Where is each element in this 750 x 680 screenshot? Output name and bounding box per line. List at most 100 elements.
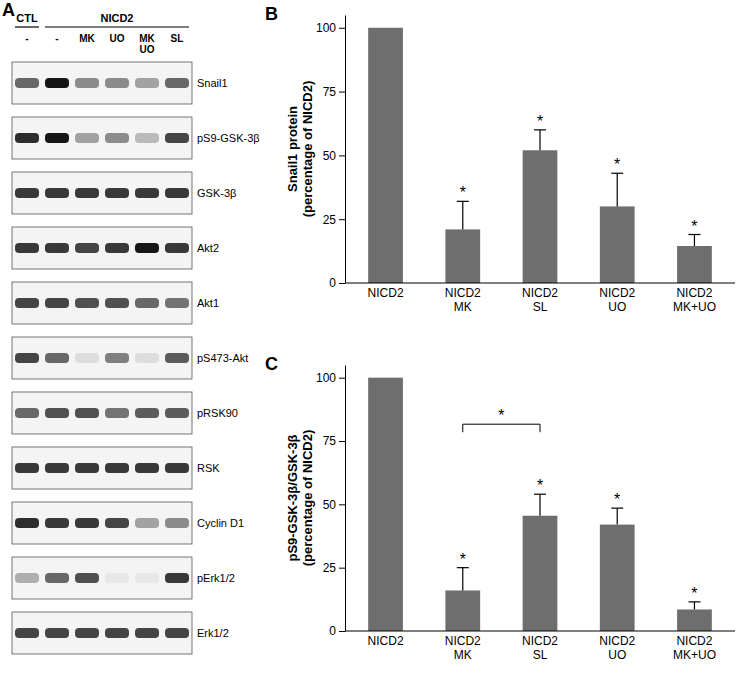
panel-label: B: [265, 4, 278, 24]
error-bar: [694, 602, 695, 610]
band: [75, 518, 99, 528]
group-label: CTL: [16, 12, 38, 24]
band: [135, 573, 159, 583]
tick-label: NICD2SL: [522, 286, 558, 314]
band: [165, 243, 189, 253]
bar: [600, 206, 635, 283]
tick-mark: [339, 155, 345, 156]
tick-label: 75: [323, 434, 337, 448]
error-bar: [617, 173, 618, 206]
significance: *: [537, 477, 543, 494]
band: [165, 408, 189, 418]
blot-frame: [12, 117, 192, 159]
blot-frame: [12, 172, 192, 214]
significance: *: [537, 113, 543, 130]
tick: 75: [323, 85, 345, 99]
band: [105, 518, 129, 528]
tick: 75: [323, 434, 345, 448]
band: [105, 188, 129, 198]
tick-label: 75: [323, 85, 337, 99]
band: [45, 573, 69, 583]
tick-mark: [339, 219, 345, 220]
tick-mark: [339, 92, 345, 93]
band: [165, 298, 189, 308]
band: [75, 573, 99, 583]
figure: ACTLNICD2--MKUOMKUOSLSnail1pS9-GSK-3βGSK…: [0, 0, 750, 680]
row-label: pS473-Akt: [197, 352, 248, 364]
band: [105, 353, 129, 363]
band: [45, 243, 69, 253]
band: [15, 573, 39, 583]
tick-label: NICD2SL: [522, 634, 558, 662]
bar-chart: *****0255075100NICD2NICD2MKNICD2SLNICD2U…: [265, 354, 735, 662]
tick-label: NICD2UO: [599, 634, 635, 662]
row-label: GSK-3β: [197, 187, 236, 199]
band: [15, 78, 39, 88]
band: [135, 353, 159, 363]
row-label: Akt1: [197, 297, 219, 309]
bars: [368, 28, 712, 283]
bracket-label: *: [498, 407, 504, 424]
band: [45, 133, 69, 143]
band: [15, 408, 39, 418]
blot-frame: [12, 447, 192, 489]
tick: NICD2SL: [522, 286, 558, 314]
tick-mark: [339, 28, 345, 29]
tick-mark: [339, 378, 345, 379]
band: [15, 463, 39, 473]
tick-mark: [339, 504, 345, 505]
row-label: Snail1: [197, 77, 228, 89]
tick: NICD2MK+UO: [673, 286, 716, 314]
band: [105, 133, 129, 143]
bar: [523, 516, 558, 631]
bar: [677, 246, 712, 283]
tick: 25: [323, 561, 345, 575]
tick: NICD2SL: [522, 634, 558, 662]
band: [45, 188, 69, 198]
significance: *: [614, 156, 620, 173]
bar: [368, 28, 403, 283]
band: [75, 133, 99, 143]
band: [135, 628, 159, 638]
band: [105, 78, 129, 88]
bracket: [463, 424, 540, 432]
row-label: Akt2: [197, 242, 219, 254]
tick-mark: [339, 283, 345, 284]
row-label: RSK: [197, 462, 220, 474]
y-axis: 0255075100: [316, 16, 346, 291]
band: [105, 298, 129, 308]
error-bar: [462, 201, 463, 229]
axis-line: [345, 16, 346, 284]
tick-label: 50: [323, 149, 337, 163]
tick: 50: [323, 149, 345, 163]
band: [135, 298, 159, 308]
tick-label: 25: [323, 213, 337, 227]
band: [45, 353, 69, 363]
band: [165, 188, 189, 198]
tick-label: 100: [316, 371, 336, 385]
bar: [368, 378, 403, 631]
y-axis-title: (percentage of NICD2): [300, 430, 315, 567]
tick: NICD2: [368, 634, 404, 648]
blot-frame: [12, 557, 192, 599]
error-bar: [694, 235, 695, 246]
band: [165, 463, 189, 473]
band: [45, 298, 69, 308]
tick: NICD2MK+UO: [673, 634, 716, 662]
band: [135, 408, 159, 418]
band: [75, 628, 99, 638]
tick: 25: [323, 213, 345, 227]
tick-label: NICD2MK+UO: [673, 634, 716, 662]
band: [45, 408, 69, 418]
group-line: [45, 26, 189, 27]
band: [105, 243, 129, 253]
bars: [368, 378, 712, 631]
band: [15, 518, 39, 528]
axis-line: [345, 366, 346, 632]
band: [135, 463, 159, 473]
tick: NICD2MK: [445, 286, 481, 314]
axis-line: [345, 283, 735, 284]
significance: *: [691, 218, 697, 235]
tick-label: 50: [323, 498, 337, 512]
lane-label: MK: [79, 33, 95, 44]
